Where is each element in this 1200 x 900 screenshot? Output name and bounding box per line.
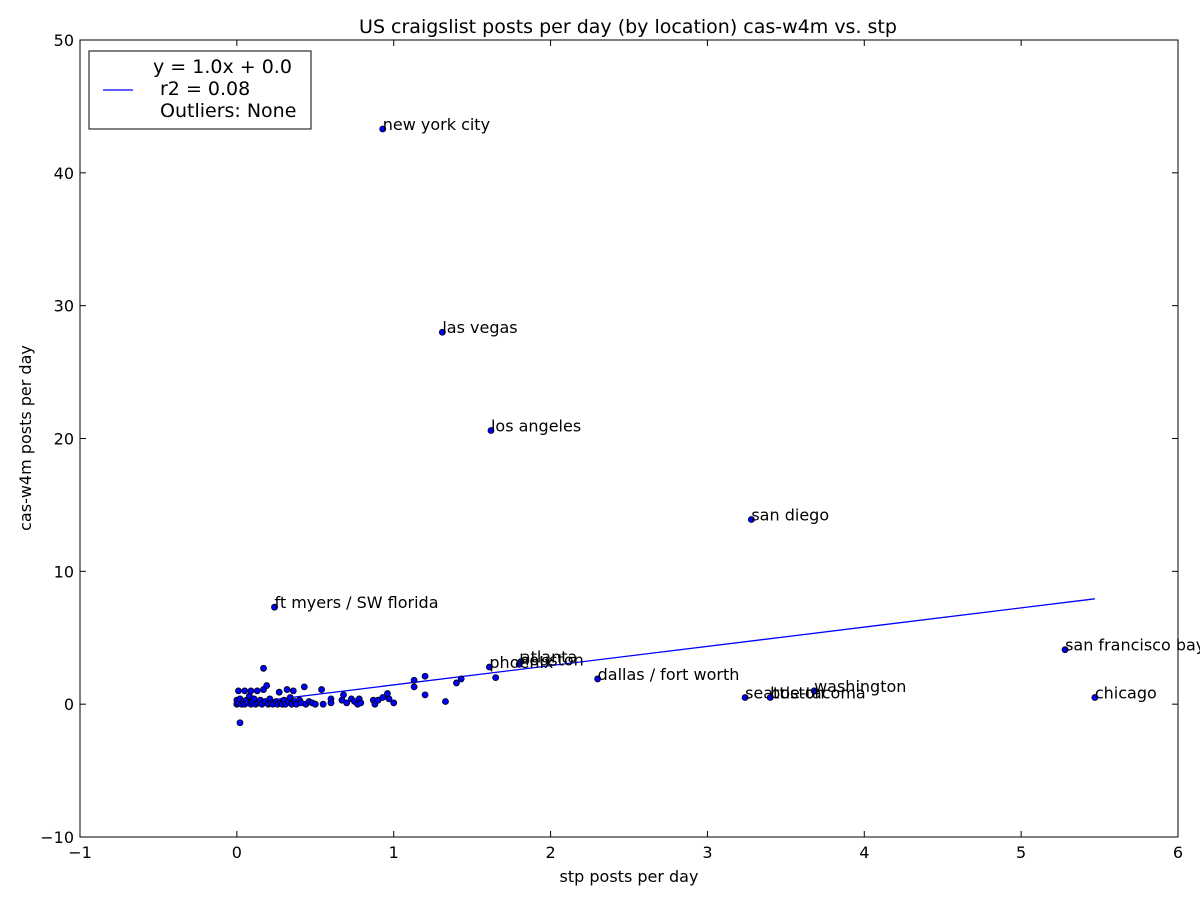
x-tick-label: 6 xyxy=(1173,843,1183,862)
legend: y = 1.0x + 0.0 r2 = 0.08 Outliers: None xyxy=(88,50,312,130)
y-tick-label: 0 xyxy=(64,695,74,714)
data-point xyxy=(457,675,465,683)
data-point xyxy=(327,699,335,707)
data-point xyxy=(283,686,291,693)
labeled-data-point xyxy=(438,328,446,336)
labeled-data-point xyxy=(515,660,523,668)
x-tick-label: 1 xyxy=(389,843,399,862)
data-point xyxy=(340,691,347,699)
x-tick-label: 4 xyxy=(859,843,869,862)
y-tick-label: −10 xyxy=(40,828,74,847)
point-label: ft myers / SW florida xyxy=(275,593,439,612)
point-label: chicago xyxy=(1095,684,1157,703)
point-label: boston xyxy=(770,684,824,703)
plot-area: new york city las vegas los angeles san die… xyxy=(233,115,1200,727)
data-point xyxy=(311,700,319,708)
x-axis-label: stp posts per day xyxy=(560,867,699,886)
labeled-data-point xyxy=(1091,694,1099,701)
data-point xyxy=(236,719,244,727)
data-point xyxy=(492,674,500,681)
x-tick-label: 3 xyxy=(702,843,712,862)
data-point xyxy=(357,699,365,707)
point-label: atlanta xyxy=(521,648,578,667)
plot-frame xyxy=(79,39,1179,838)
data-point xyxy=(410,676,418,684)
y-tick-label: 30 xyxy=(54,297,74,316)
point-label: dallas / fort worth xyxy=(598,665,740,684)
y-axis-label: cas-w4m posts per day xyxy=(16,345,35,531)
point-label: houston xyxy=(519,650,584,669)
labeled-data-point xyxy=(487,427,495,434)
data-point xyxy=(253,687,261,695)
data-point xyxy=(421,691,429,699)
data-point xyxy=(241,687,249,695)
x-tick-label: 5 xyxy=(1016,843,1026,862)
chart-title: US craigslist posts per day (by location… xyxy=(359,16,897,38)
data-point xyxy=(263,682,271,689)
point-label: washington xyxy=(814,677,906,696)
legend-r2: r2 = 0.08 xyxy=(160,78,250,100)
data-point xyxy=(275,688,283,696)
data-point xyxy=(385,695,393,703)
data-point xyxy=(235,687,242,695)
data-point xyxy=(343,699,351,707)
data-point xyxy=(319,700,327,708)
data-point xyxy=(300,683,308,691)
labeled-data-point xyxy=(594,675,602,683)
data-point xyxy=(421,672,429,680)
y-tick-label: 40 xyxy=(54,164,74,183)
y-tick-label: 20 xyxy=(54,430,74,449)
point-label: san diego xyxy=(751,506,829,525)
data-point xyxy=(442,698,449,705)
labeled-data-point xyxy=(1061,646,1069,654)
data-point xyxy=(260,664,267,672)
legend-outliers: Outliers: None xyxy=(160,100,296,122)
point-label: las vegas xyxy=(442,318,517,337)
labeled-data-point xyxy=(810,687,818,695)
labeled-data-point xyxy=(379,125,387,133)
labeled-data-point xyxy=(271,603,278,611)
data-point xyxy=(286,694,294,701)
labeled-data-point xyxy=(741,694,749,701)
x-tick-label: −1 xyxy=(68,843,92,862)
point-label: san francisco bay area xyxy=(1065,636,1200,655)
data-point xyxy=(318,686,325,693)
x-tick-label: 0 xyxy=(232,843,242,862)
data-point xyxy=(379,694,387,701)
labeled-data-point xyxy=(766,694,774,701)
y-tick-label: 10 xyxy=(54,562,74,581)
data-point xyxy=(453,679,460,687)
data-point xyxy=(390,699,398,707)
legend-equation: y = 1.0x + 0.0 xyxy=(153,56,292,78)
labeled-data-point xyxy=(485,663,493,671)
point-label: seattle-tacoma xyxy=(745,684,866,703)
point-label: phoenix xyxy=(489,653,553,672)
labeled-data-point xyxy=(747,516,755,523)
data-point xyxy=(247,687,255,695)
point-label: los angeles xyxy=(491,417,581,436)
point-label: new york city xyxy=(383,115,490,134)
y-tick-label: 50 xyxy=(54,31,74,50)
data-point xyxy=(410,683,418,691)
regression-line xyxy=(236,598,1095,705)
data-point xyxy=(289,687,297,695)
x-tick-label: 2 xyxy=(545,843,555,862)
